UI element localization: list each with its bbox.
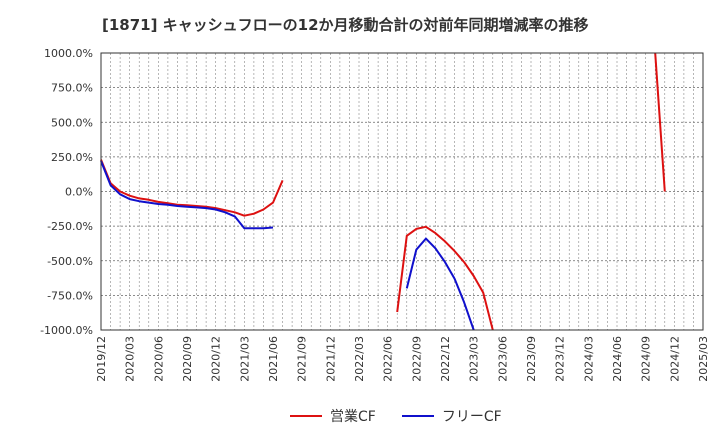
y-tick-label: 0.0%	[65, 186, 93, 199]
x-tick-label: 2020/12	[210, 336, 223, 382]
x-tick-label: 2022/12	[439, 336, 452, 382]
x-tick-label: 2021/12	[324, 336, 337, 382]
x-tick-label: 2024/12	[668, 336, 681, 382]
plot-frame	[100, 52, 704, 331]
legend-label-operating-cf: 営業CF	[330, 409, 376, 425]
legend-label-free-cf: フリーCF	[441, 409, 502, 425]
legend-swatch-operating-cf	[290, 415, 322, 417]
chart-title: [1871] キャッシュフローの12か月移動合計の対前年同期増減率の推移	[102, 16, 589, 34]
x-axis-ticks: 2019/12 2020/03 2020/06 2020/09 2020/12 2021/…	[95, 336, 710, 382]
legend-swatch-free-cf	[401, 415, 434, 417]
x-tick-label: 2020/09	[181, 336, 194, 382]
x-tick-label: 2023/12	[554, 336, 567, 382]
y-tick-label: 1000.0%	[44, 47, 93, 60]
x-tick-label: 2024/09	[640, 336, 653, 382]
x-tick-label: 2022/06	[382, 336, 395, 382]
y-tick-label: 750.0%	[51, 82, 93, 95]
x-tick-label: 2021/09	[296, 336, 309, 382]
x-tick-label: 2022/03	[353, 336, 366, 382]
series-line-1-seg-0	[100, 160, 274, 230]
series-line-0-seg-2	[654, 52, 666, 192]
y-tick-label: -1000.0%	[40, 324, 93, 337]
x-tick-label: 2023/06	[496, 336, 509, 382]
series-layer	[100, 52, 666, 331]
legend-item-operating-cf: 営業CF	[290, 406, 376, 426]
grid-layer	[101, 52, 703, 331]
x-tick-label: 2020/03	[124, 336, 137, 382]
x-tick-label: 2025/03	[697, 336, 710, 382]
y-tick-label: -250.0%	[47, 220, 93, 233]
x-tick-label: 2022/09	[410, 336, 423, 382]
y-axis-ticks: 1000.0% 750.0% 500.0% 250.0% 0.0% -250.0% -500…	[40, 47, 93, 337]
x-tick-label: 2024/03	[582, 336, 595, 382]
series-line-1-seg-1	[405, 237, 475, 331]
x-tick-label: 2020/06	[152, 336, 165, 382]
series-line-0-seg-0	[100, 159, 284, 217]
x-tick-label: 2021/06	[267, 336, 280, 382]
x-tick-label: 2023/09	[525, 336, 538, 382]
y-tick-label: -500.0%	[47, 255, 93, 268]
x-tick-label: 2023/03	[468, 336, 481, 382]
x-tick-label: 2021/03	[238, 336, 251, 382]
series-line-0-seg-1	[396, 225, 494, 331]
y-tick-label: 500.0%	[51, 116, 93, 129]
y-tick-label: 250.0%	[51, 151, 93, 164]
legend: 営業CF フリーCF	[290, 406, 502, 426]
x-tick-label: 2019/12	[95, 336, 108, 382]
y-tick-label: -750.0%	[47, 289, 93, 302]
x-tick-label: 2024/06	[611, 336, 624, 382]
legend-item-free-cf: フリーCF	[401, 406, 502, 426]
